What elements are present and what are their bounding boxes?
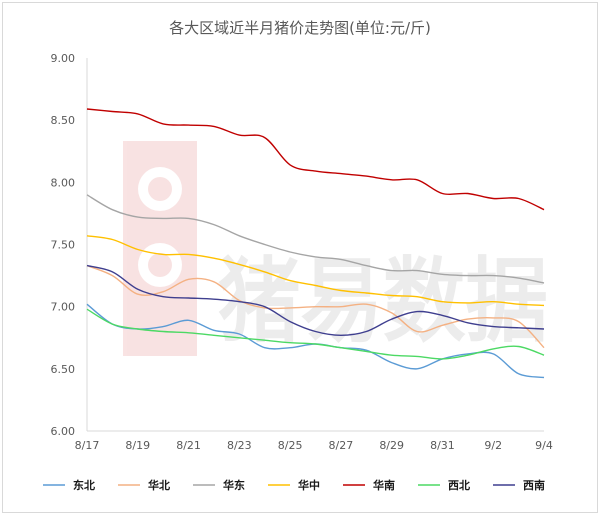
line-chart: 各大区域近半月猪价走势图(单位:元/斤) 猪易数据 6.006.507.007.… xyxy=(43,19,553,492)
y-tick-label: 7.50 xyxy=(51,239,76,252)
legend-label: 华北 xyxy=(148,478,170,492)
y-tick-label: 6.00 xyxy=(51,425,76,438)
legend: 东北 华北 华东 华中 华南 西北 西南 xyxy=(43,478,545,492)
x-tick-label: 8/17 xyxy=(75,439,100,452)
y-tick-label: 8.50 xyxy=(51,114,76,127)
y-tick-label: 6.50 xyxy=(51,363,76,376)
series-line-1 xyxy=(86,264,545,349)
series-line-2 xyxy=(86,194,545,284)
x-tick-label: 8/23 xyxy=(227,439,252,452)
y-tick-label: 9.00 xyxy=(51,52,76,65)
x-tick-label: 9/4 xyxy=(535,439,553,452)
legend-label: 东北 xyxy=(73,478,95,492)
legend-label: 西南 xyxy=(523,478,545,492)
x-tick-label: 8/31 xyxy=(430,439,455,452)
x-tick-label: 8/29 xyxy=(379,439,404,452)
series-line-6 xyxy=(86,264,545,337)
series-line-4 xyxy=(86,108,545,211)
x-tick-label: 8/27 xyxy=(329,439,354,452)
x-tick-label: 8/21 xyxy=(176,439,201,452)
x-tick-label: 8/19 xyxy=(125,439,150,452)
legend-label: 华南 xyxy=(373,478,395,492)
legend-label: 华中 xyxy=(298,478,320,492)
x-tick-label: 9/2 xyxy=(484,439,502,452)
series-layer xyxy=(86,108,545,379)
y-tick-label: 7.00 xyxy=(51,301,76,314)
series-line-3 xyxy=(86,235,545,307)
legend-label: 西北 xyxy=(448,478,470,492)
chart-title: 各大区域近半月猪价走势图(单位:元/斤) xyxy=(169,19,431,37)
x-axis: 8/17 8/19 8/21 8/23 8/25 8/27 8/29 8/31 9/2 9/4 xyxy=(75,439,553,452)
y-tick-label: 8.00 xyxy=(51,176,76,189)
series-line-5 xyxy=(86,308,545,360)
y-axis: 6.00 6.50 7.00 7.50 8.00 8.50 9.00 xyxy=(51,52,88,438)
x-tick-label: 8/25 xyxy=(278,439,303,452)
legend-label: 华东 xyxy=(223,478,245,492)
